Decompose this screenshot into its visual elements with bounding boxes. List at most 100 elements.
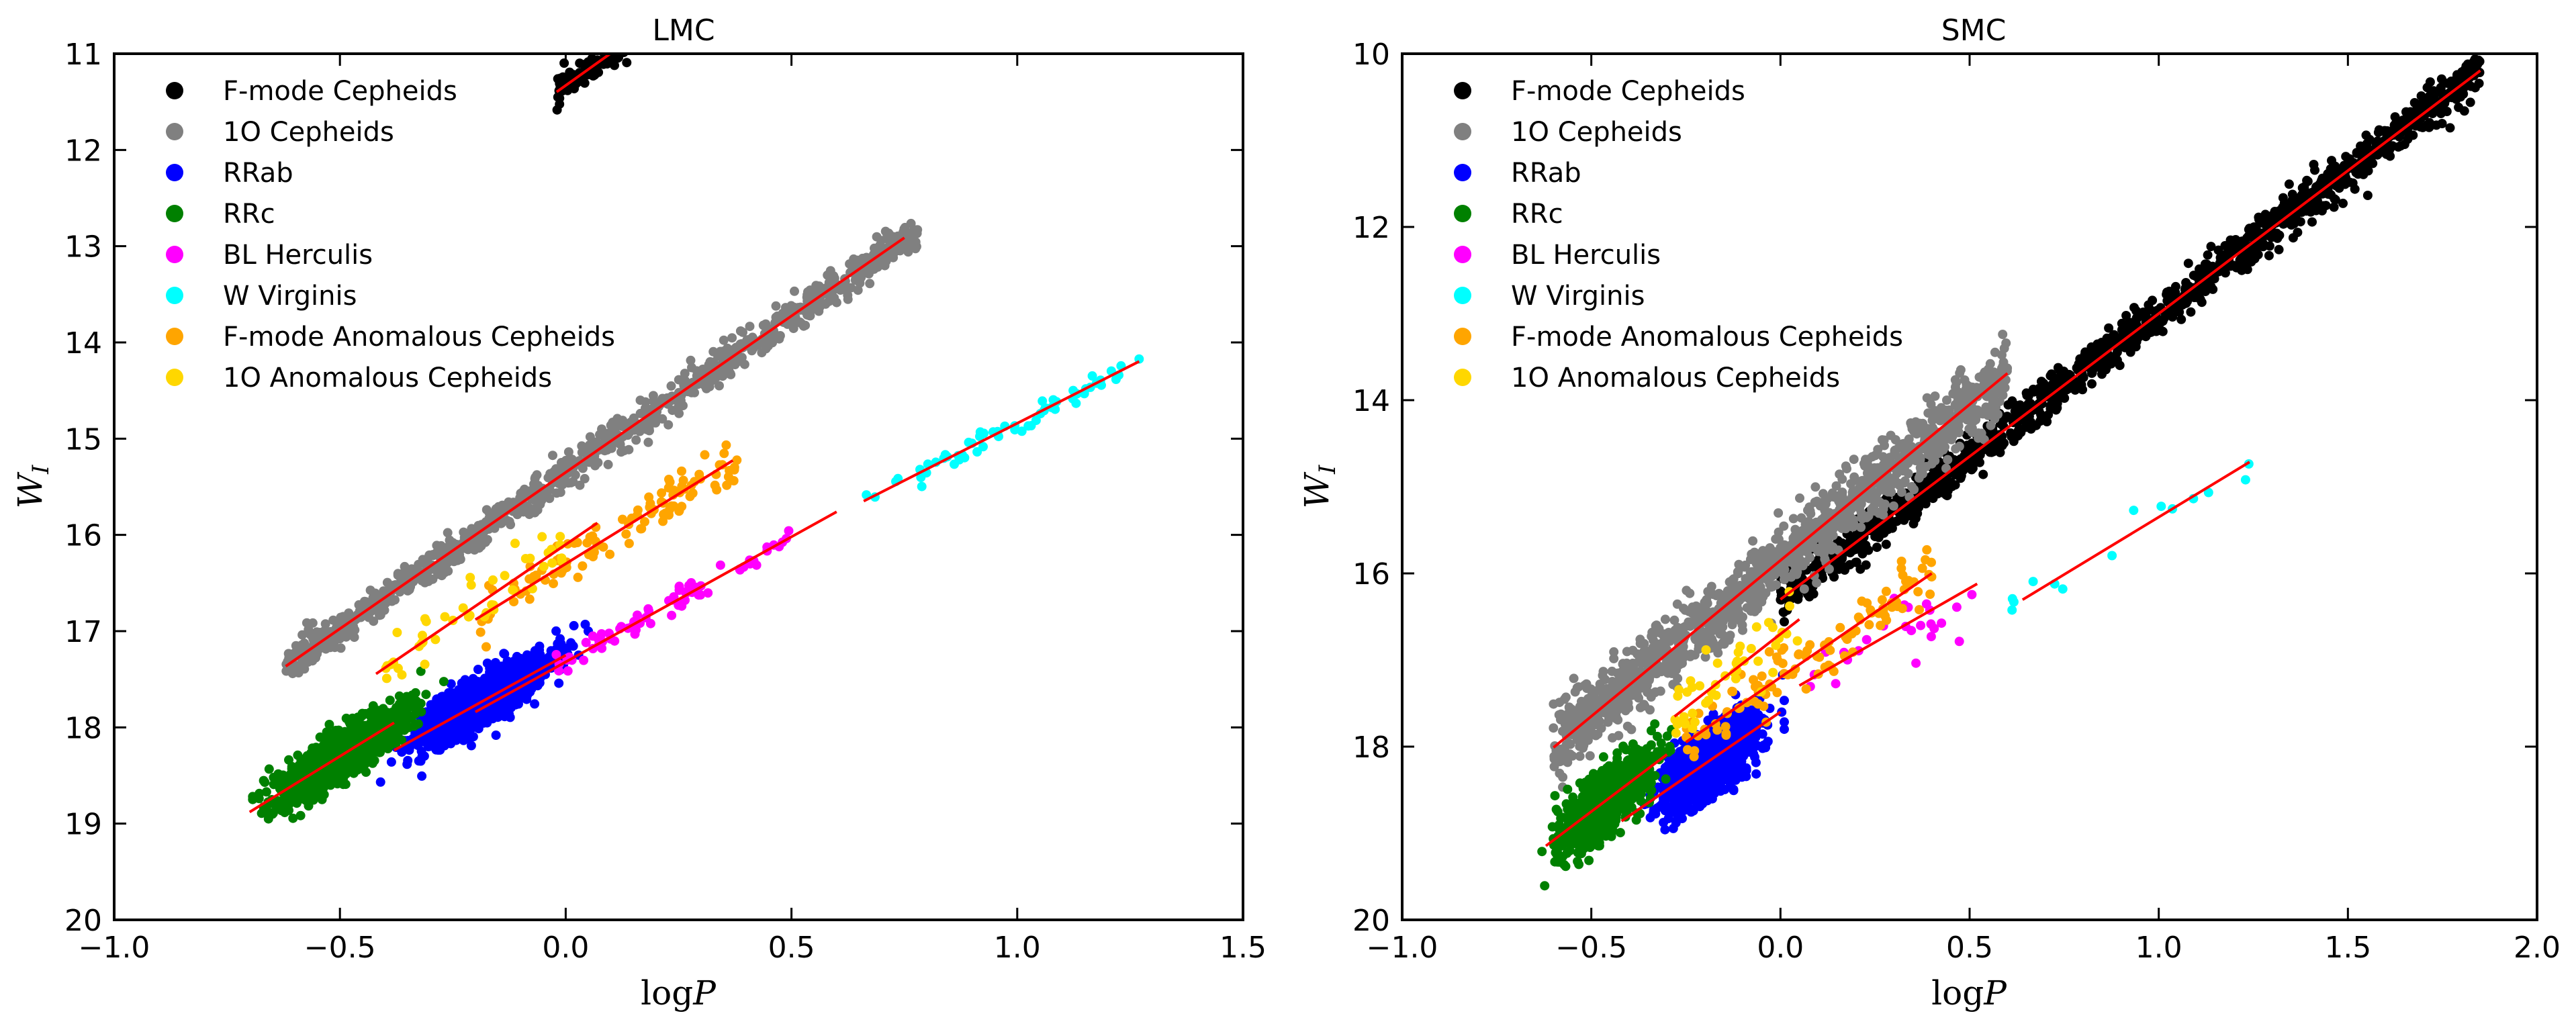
data-point <box>715 560 725 570</box>
data-point <box>370 711 380 721</box>
data-point <box>482 658 492 668</box>
data-point <box>626 32 635 42</box>
data-point <box>686 0 696 3</box>
data-point <box>623 40 632 50</box>
data-point <box>369 616 379 626</box>
data-point <box>632 34 641 43</box>
data-point <box>641 21 650 30</box>
data-point <box>666 381 676 391</box>
data-point <box>530 662 540 672</box>
data-point <box>678 0 688 1</box>
data-point <box>486 667 496 677</box>
data-point <box>610 41 620 50</box>
data-point <box>702 0 711 1</box>
data-point <box>678 0 688 3</box>
data-point <box>600 40 610 49</box>
data-point <box>504 497 514 507</box>
data-point <box>499 671 509 682</box>
data-point <box>805 285 815 295</box>
data-point <box>367 751 377 761</box>
data-point <box>504 516 514 526</box>
data-point <box>697 0 706 1</box>
data-point <box>635 395 645 406</box>
lmc-plot-area <box>248 0 1144 824</box>
data-point <box>584 440 594 450</box>
data-point <box>661 5 671 14</box>
data-point <box>569 620 579 630</box>
data-point <box>375 777 385 787</box>
data-point <box>259 807 269 817</box>
data-point <box>581 637 591 647</box>
data-point <box>631 44 641 53</box>
data-point <box>369 739 379 749</box>
data-point <box>580 59 590 69</box>
data-point <box>325 778 335 788</box>
data-point <box>633 32 642 41</box>
data-point <box>667 4 676 13</box>
data-point <box>551 626 561 636</box>
data-point <box>622 58 632 68</box>
data-point <box>304 801 314 811</box>
data-point <box>260 778 270 788</box>
data-point <box>551 650 561 659</box>
data-point <box>846 283 856 293</box>
data-point <box>412 720 421 729</box>
data-point <box>678 0 688 7</box>
data-point <box>1071 398 1081 408</box>
data-point <box>446 679 456 689</box>
data-point <box>312 745 322 755</box>
data-point <box>346 624 356 634</box>
data-point <box>869 264 879 274</box>
data-point <box>416 666 426 676</box>
data-point <box>675 0 684 3</box>
data-point <box>416 746 426 756</box>
data-point <box>502 656 512 666</box>
data-point <box>620 34 630 43</box>
data-point <box>888 232 898 242</box>
data-point <box>532 470 542 480</box>
data-point <box>461 687 471 697</box>
data-point <box>593 634 603 644</box>
data-point <box>674 600 684 610</box>
data-point <box>361 597 371 607</box>
data-point <box>631 38 640 48</box>
data-point <box>420 558 430 568</box>
data-point <box>727 346 737 356</box>
data-point <box>466 541 476 551</box>
data-point <box>341 632 351 642</box>
data-point <box>295 810 306 820</box>
data-point <box>421 690 431 700</box>
data-point <box>735 326 745 336</box>
data-point <box>416 756 426 766</box>
data-point <box>410 702 420 712</box>
data-point <box>620 30 629 39</box>
data-point <box>477 538 487 548</box>
data-point <box>552 105 562 115</box>
data-point <box>642 25 651 34</box>
data-point <box>404 744 414 753</box>
data-point <box>623 42 633 52</box>
data-point <box>493 505 503 515</box>
data-point <box>628 38 637 48</box>
data-point <box>626 39 635 48</box>
data-point <box>470 680 480 690</box>
data-point <box>360 709 370 719</box>
data-point <box>624 34 633 43</box>
data-point <box>443 732 453 742</box>
data-point <box>761 319 771 329</box>
data-point <box>402 696 412 706</box>
data-point <box>281 796 291 805</box>
data-point <box>648 391 658 401</box>
data-point <box>657 414 668 424</box>
data-point <box>639 32 648 42</box>
data-point <box>638 17 647 26</box>
data-point <box>504 709 514 719</box>
data-point <box>261 787 271 797</box>
data-point <box>449 690 459 700</box>
data-point <box>667 5 676 14</box>
data-point <box>344 608 354 618</box>
data-point <box>831 297 841 308</box>
data-point <box>800 320 811 330</box>
data-point <box>455 553 465 563</box>
data-point <box>680 0 690 1</box>
